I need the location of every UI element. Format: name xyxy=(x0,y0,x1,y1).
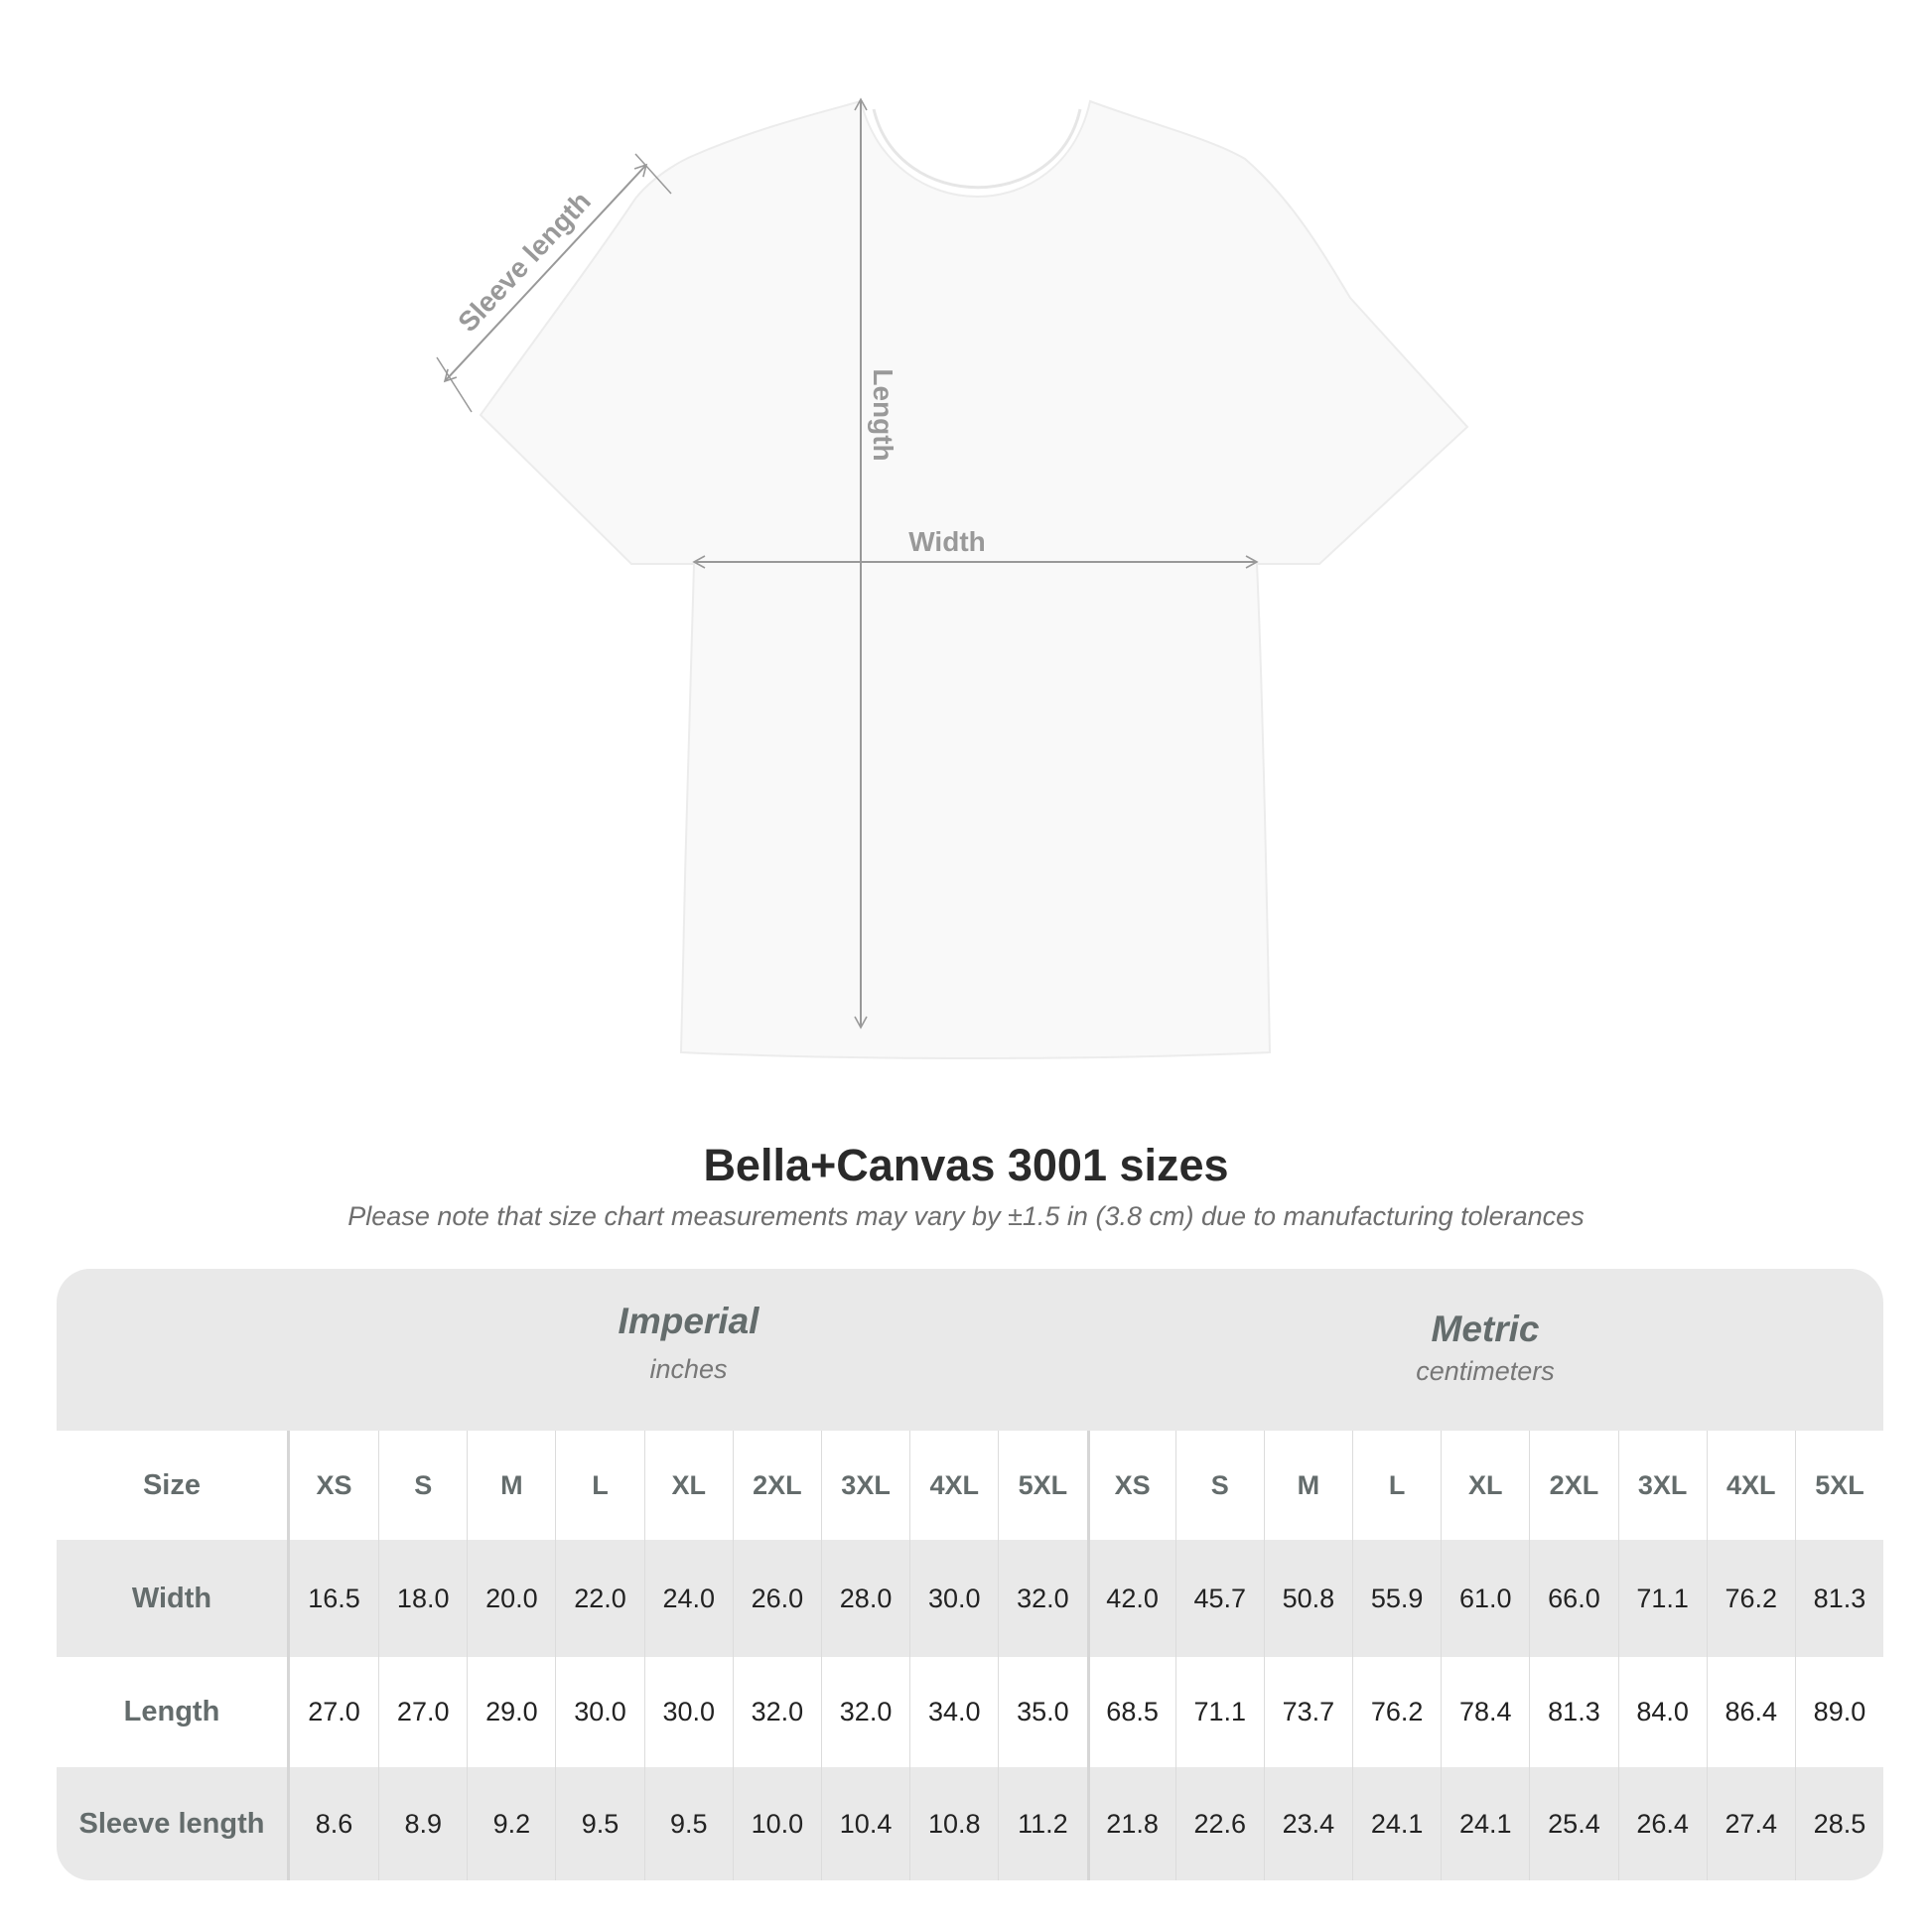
metric-value-cell: 89.0 xyxy=(1794,1657,1883,1767)
imperial-value-cell: 9.5 xyxy=(555,1767,643,1880)
tolerance-note: Please note that size chart measurements… xyxy=(347,1201,1585,1231)
metric-value-cell: 24.1 xyxy=(1352,1767,1441,1880)
metric-value-cell: 25.4 xyxy=(1529,1767,1617,1880)
imperial-unit: inches xyxy=(649,1354,728,1384)
imperial-value-cell: 30.0 xyxy=(909,1540,998,1657)
metric-value-cell: 27.4 xyxy=(1706,1767,1795,1880)
imperial-value-cell: 30.0 xyxy=(555,1657,643,1767)
table-row: Width 16.5 18.0 20.0 22.0 24.0 26.0 28.0 30.0 32.… xyxy=(57,1540,1883,1657)
imperial-header: Imperial inches xyxy=(290,1301,1087,1385)
imperial-value-cell: 10.8 xyxy=(909,1767,998,1880)
imperial-value-cell: 10.4 xyxy=(820,1767,909,1880)
metric-value-cell: 78.4 xyxy=(1441,1657,1529,1767)
imperial-size-header: L xyxy=(555,1431,643,1540)
tshirt-shape xyxy=(479,99,1469,1059)
metric-value-cell: 28.5 xyxy=(1794,1767,1883,1880)
metric-value-cell: 50.8 xyxy=(1263,1540,1352,1657)
metric-size-header: 4XL xyxy=(1706,1431,1795,1540)
row-label: Width xyxy=(57,1540,290,1657)
table-row: Length 27.0 27.0 29.0 30.0 30.0 32.0 32.0 34.0 35… xyxy=(57,1657,1883,1767)
metric-value-cell: 21.8 xyxy=(1086,1767,1175,1880)
page-title: Bella+Canvas 3001 sizes xyxy=(703,1140,1229,1190)
imperial-value-cell: 29.0 xyxy=(467,1657,555,1767)
metric-value-cell: 45.7 xyxy=(1174,1540,1264,1657)
metric-value-cell: 68.5 xyxy=(1086,1657,1175,1767)
metric-value-cell: 42.0 xyxy=(1086,1540,1175,1657)
imperial-value-cell: 20.0 xyxy=(467,1540,555,1657)
metric-value-cell: 55.9 xyxy=(1352,1540,1441,1657)
imperial-value-cell: 28.0 xyxy=(820,1540,909,1657)
imperial-value-cell: 18.0 xyxy=(378,1540,467,1657)
table-row: Sleeve length 8.6 8.9 9.2 9.5 9.5 10.0 10.4 10.8… xyxy=(57,1767,1883,1880)
imperial-title: Imperial xyxy=(618,1301,759,1341)
length-label: Length xyxy=(868,368,898,461)
metric-value-cell: 73.7 xyxy=(1263,1657,1352,1767)
imperial-value-cell: 11.2 xyxy=(998,1767,1086,1880)
row-label: Sleeve length xyxy=(57,1767,290,1880)
imperial-value-cell: 30.0 xyxy=(643,1657,733,1767)
sleeve-length-arrow xyxy=(443,163,648,383)
imperial-value-cell: 26.0 xyxy=(732,1540,821,1657)
imperial-value-cell: 24.0 xyxy=(643,1540,733,1657)
unit-header: Imperial inches Metric centimeters xyxy=(57,1269,1883,1431)
imperial-size-header: 4XL xyxy=(909,1431,998,1540)
metric-value-cell: 61.0 xyxy=(1441,1540,1529,1657)
metric-value-cell: 71.1 xyxy=(1617,1540,1707,1657)
metric-size-header: S xyxy=(1174,1431,1264,1540)
metric-size-header: M xyxy=(1263,1431,1352,1540)
metric-value-cell: 81.3 xyxy=(1794,1540,1883,1657)
imperial-value-cell: 32.0 xyxy=(732,1657,821,1767)
size-table: Imperial inches Metric centimeters Size X… xyxy=(57,1269,1883,1880)
imperial-value-cell: 35.0 xyxy=(998,1657,1086,1767)
width-label: Width xyxy=(908,526,986,557)
tshirt-diagram: Sleeve length Length Width xyxy=(436,97,1469,1059)
metric-value-cell: 22.6 xyxy=(1174,1767,1264,1880)
metric-value-cell: 76.2 xyxy=(1352,1657,1441,1767)
metric-header: Metric centimeters xyxy=(1087,1309,1883,1387)
imperial-value-cell: 8.9 xyxy=(378,1767,467,1880)
imperial-value-cell: 8.6 xyxy=(315,1808,353,1839)
size-header-row: Size XS S M L XL 2XL 3XL 4XL 5XL XS S M L XL 2XL 3XL 4XL 5… xyxy=(57,1431,1883,1540)
imperial-size-header: XL xyxy=(643,1431,733,1540)
imperial-value-cell: 16.5 xyxy=(308,1583,360,1613)
metric-title: Metric xyxy=(1431,1309,1540,1349)
imperial-value-cell: 32.0 xyxy=(820,1657,909,1767)
metric-value-cell: 26.4 xyxy=(1617,1767,1707,1880)
metric-size-header: 3XL xyxy=(1617,1431,1707,1540)
imperial-size-header: M xyxy=(467,1431,555,1540)
imperial-size-header: S xyxy=(378,1431,467,1540)
metric-size-header: XS xyxy=(1086,1431,1175,1540)
metric-size-header: XL xyxy=(1441,1431,1529,1540)
imperial-value-cell: 27.0 xyxy=(308,1697,360,1726)
metric-value-cell: 66.0 xyxy=(1529,1540,1617,1657)
imperial-value-cell: 27.0 xyxy=(378,1657,467,1767)
row-label: Length xyxy=(57,1657,290,1767)
metric-value-cell: 23.4 xyxy=(1263,1767,1352,1880)
sleeve-tick-1 xyxy=(436,356,473,413)
metric-size-header: 5XL xyxy=(1794,1431,1883,1540)
imperial-size-header: 2XL xyxy=(732,1431,821,1540)
metric-size-header: L xyxy=(1352,1431,1441,1540)
imperial-value-cell: 9.2 xyxy=(467,1767,555,1880)
metric-unit: centimeters xyxy=(1416,1356,1555,1386)
collar xyxy=(872,108,1082,190)
imperial-value-cell: 10.0 xyxy=(732,1767,821,1880)
imperial-size-header: XS xyxy=(316,1469,352,1500)
sleeve-tick-2 xyxy=(634,153,672,195)
metric-value-cell: 71.1 xyxy=(1174,1657,1264,1767)
imperial-size-header: 5XL xyxy=(998,1431,1086,1540)
metric-value-cell: 81.3 xyxy=(1529,1657,1617,1767)
imperial-value-cell: 34.0 xyxy=(909,1657,998,1767)
metric-value-cell: 86.4 xyxy=(1706,1657,1795,1767)
imperial-size-header: 3XL xyxy=(820,1431,909,1540)
metric-size-header: 2XL xyxy=(1529,1431,1617,1540)
imperial-value-cell: 32.0 xyxy=(998,1540,1086,1657)
metric-value-cell: 76.2 xyxy=(1706,1540,1795,1657)
metric-value-cell: 24.1 xyxy=(1441,1767,1529,1880)
metric-value-cell: 84.0 xyxy=(1617,1657,1707,1767)
imperial-value-cell: 9.5 xyxy=(643,1767,733,1880)
imperial-value-cell: 22.0 xyxy=(555,1540,643,1657)
row-label: Size xyxy=(57,1431,290,1540)
